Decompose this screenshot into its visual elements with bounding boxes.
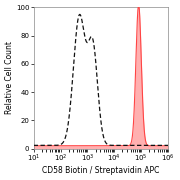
X-axis label: CD58 Biotin / Streptavidin APC: CD58 Biotin / Streptavidin APC [42,166,160,175]
Y-axis label: Relative Cell Count: Relative Cell Count [5,41,14,114]
